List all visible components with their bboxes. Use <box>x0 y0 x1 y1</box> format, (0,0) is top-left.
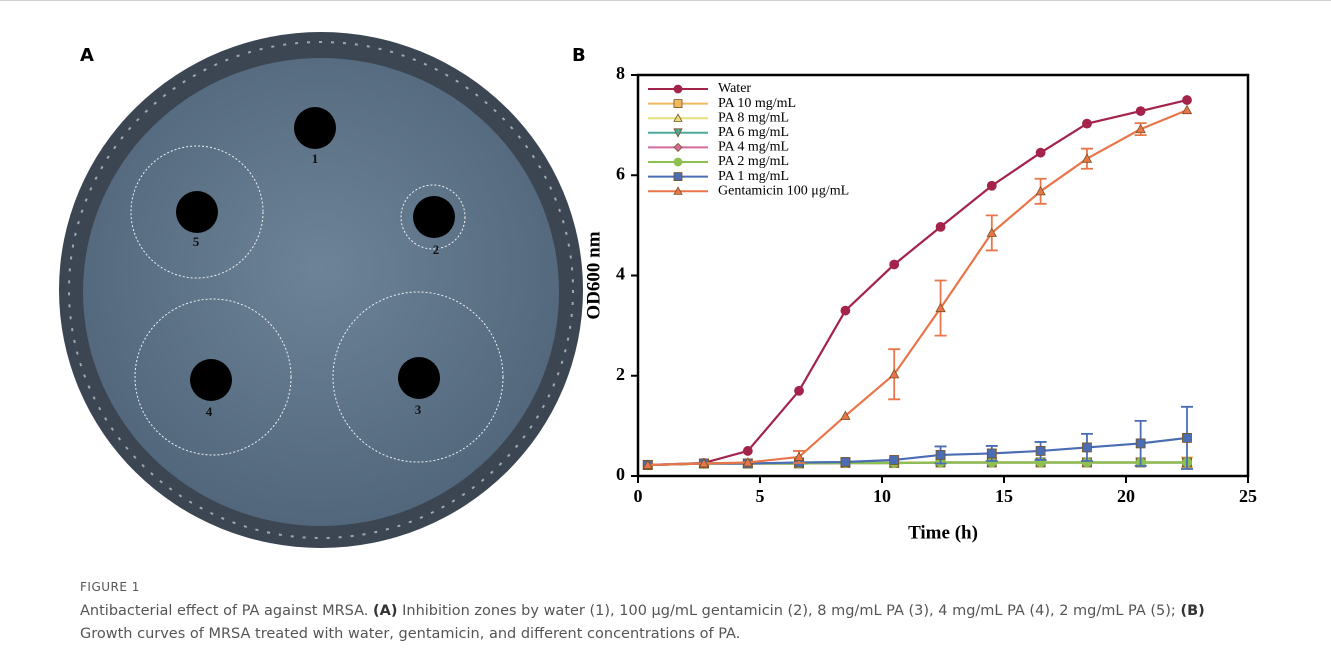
point <box>1035 446 1046 456</box>
series-line <box>647 98 1188 467</box>
x-tick-label: 0 <box>634 486 643 506</box>
point <box>840 305 851 316</box>
well-label: 3 <box>415 402 422 417</box>
well-label: 2 <box>433 242 440 257</box>
x-tick-label: 25 <box>1239 486 1257 506</box>
well-label: 1 <box>312 151 319 166</box>
point <box>673 186 683 195</box>
legend-label: PA 10 mg/mL <box>718 96 796 111</box>
point <box>794 385 804 396</box>
well <box>294 107 336 149</box>
point <box>840 457 851 467</box>
zone <box>400 184 466 250</box>
caption-label: FIGURE 1 <box>80 580 140 594</box>
point <box>986 448 997 459</box>
point <box>673 84 683 94</box>
legend-label: PA 4 mg/mL <box>718 140 789 155</box>
zone <box>130 145 264 279</box>
legend-label: PA 2 mg/mL <box>718 154 789 169</box>
agar <box>83 58 559 526</box>
x-axis-label: Time (h) <box>908 522 978 543</box>
point <box>673 157 683 167</box>
x-tick-label: 5 <box>756 486 765 506</box>
point <box>1182 95 1192 105</box>
legend-label: PA 8 mg/mL <box>718 110 789 125</box>
point <box>1035 185 1046 196</box>
point <box>698 458 710 468</box>
y-tick-label: 6 <box>616 163 625 183</box>
legend-label: Gentamicin 100 μg/mL <box>718 183 849 198</box>
legend-label: PA 6 mg/mL <box>718 125 789 140</box>
point <box>742 446 753 456</box>
point <box>1082 442 1092 453</box>
y-tick-label: 4 <box>616 264 625 284</box>
point <box>935 302 946 313</box>
caption-panel-ref: (A) <box>373 603 398 619</box>
series-line <box>647 109 1188 467</box>
legend-label: Water <box>718 81 751 96</box>
series <box>642 104 1193 469</box>
y-tick-label: 0 <box>616 464 625 484</box>
point <box>793 451 805 461</box>
wells <box>176 107 455 401</box>
point <box>642 459 653 469</box>
petri-dish: 1 2 3 4 5 <box>59 32 583 548</box>
point <box>1082 118 1092 129</box>
caption-text: Inhibition zones by water (1), 100 μg/mL… <box>402 603 1176 619</box>
point <box>889 259 900 270</box>
caption-panel-ref: (B) <box>1180 603 1205 619</box>
point <box>742 457 753 467</box>
point <box>1035 147 1046 158</box>
zone <box>332 291 504 463</box>
caption-text: Antibacterial effect of PA against MRSA. <box>80 603 369 619</box>
x-tick-label: 20 <box>1117 486 1135 506</box>
x-tick-label: 10 <box>873 486 891 506</box>
point <box>673 142 683 152</box>
caption-text: Growth curves of MRSA treated with water… <box>80 626 741 642</box>
point <box>1181 104 1193 115</box>
x-tick-label: 15 <box>995 486 1013 506</box>
point <box>840 410 851 420</box>
point <box>673 113 683 122</box>
point <box>889 368 900 379</box>
panel-label: B <box>572 45 586 66</box>
point <box>1135 438 1146 449</box>
point <box>1081 153 1093 163</box>
point <box>1135 123 1146 134</box>
well <box>176 191 218 233</box>
well-label: 5 <box>193 234 200 249</box>
caption: Antibacterial effect of PA against MRSA.… <box>80 600 1260 646</box>
series-line <box>647 436 1188 467</box>
series <box>642 405 1193 470</box>
point <box>1135 106 1146 116</box>
legend-label: PA 1 mg/mL <box>718 169 789 184</box>
point <box>889 455 900 465</box>
y-axis-label: OD600 nm <box>583 231 604 319</box>
point <box>935 450 946 460</box>
point <box>673 172 683 182</box>
zone <box>134 298 292 456</box>
point <box>935 221 946 232</box>
well <box>413 196 455 238</box>
panel-label: A <box>80 45 94 66</box>
y-tick-label: 8 <box>616 63 625 83</box>
point <box>986 227 997 237</box>
y-tick-label: 2 <box>616 364 625 384</box>
point <box>673 99 683 108</box>
point <box>673 128 683 138</box>
well <box>398 357 440 399</box>
point <box>986 180 997 191</box>
well-label: 4 <box>206 404 213 419</box>
rim-highlight <box>68 41 574 539</box>
inhibition-zones <box>130 145 504 463</box>
point <box>1182 433 1192 443</box>
well <box>190 359 232 401</box>
